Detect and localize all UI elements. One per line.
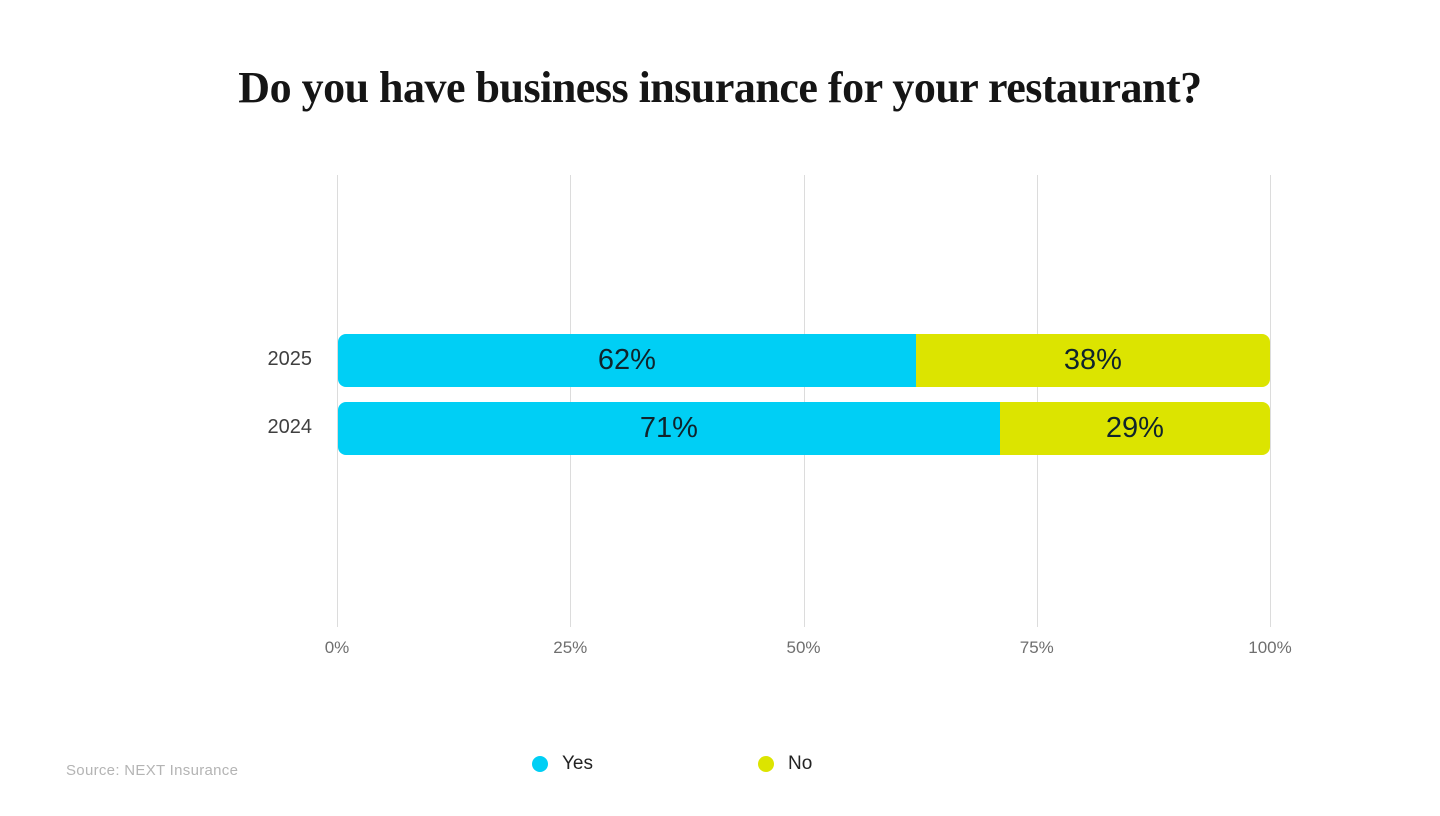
gridline-0% bbox=[337, 175, 338, 627]
x-tick-label-75%: 75% bbox=[1019, 638, 1054, 657]
legend-swatch-icon bbox=[532, 756, 548, 772]
plot-area: 62% 38% 71% 29% 0% 25% 50% 75% 100% bbox=[325, 175, 1292, 657]
legend-label: Yes bbox=[562, 753, 593, 774]
x-tick-label-100%: 100% bbox=[1248, 638, 1292, 657]
legend-item-yes: Yes bbox=[532, 753, 593, 775]
bar-segment-2024-yes: 71% bbox=[338, 402, 1000, 455]
bar-row-2025: 62% 38% bbox=[338, 334, 1270, 387]
legend-swatch-icon bbox=[758, 756, 774, 772]
bar-row-2024: 71% 29% bbox=[338, 402, 1270, 455]
x-tick-label-50%: 50% bbox=[786, 638, 821, 657]
category-label-2024: 2024 bbox=[267, 416, 313, 438]
bar-segment-2025-yes: 62% bbox=[338, 334, 916, 387]
legend: Yes No bbox=[0, 753, 1440, 779]
x-tick-label-0%: 0% bbox=[324, 638, 350, 657]
gridline-75% bbox=[1036, 175, 1038, 627]
gridline-25% bbox=[570, 175, 572, 627]
gridline-50% bbox=[803, 175, 805, 627]
bar-value-label: 62% bbox=[597, 344, 656, 376]
category-label-2025: 2025 bbox=[267, 348, 313, 370]
chart-title: Do you have business insurance for your … bbox=[238, 63, 1202, 112]
legend-label: No bbox=[788, 753, 813, 774]
gridline-100% bbox=[1270, 175, 1271, 627]
bar-value-label: 29% bbox=[1105, 412, 1164, 444]
legend-item-no: No bbox=[758, 753, 812, 775]
x-tick-label-25%: 25% bbox=[553, 638, 588, 657]
bar-value-label: 38% bbox=[1063, 344, 1122, 376]
source-note: Source: NEXT Insurance bbox=[66, 762, 239, 779]
bar-segment-2024-no: 29% bbox=[999, 402, 1270, 455]
bar-value-label: 71% bbox=[639, 412, 698, 444]
bar-segment-2025-no: 38% bbox=[915, 334, 1270, 387]
